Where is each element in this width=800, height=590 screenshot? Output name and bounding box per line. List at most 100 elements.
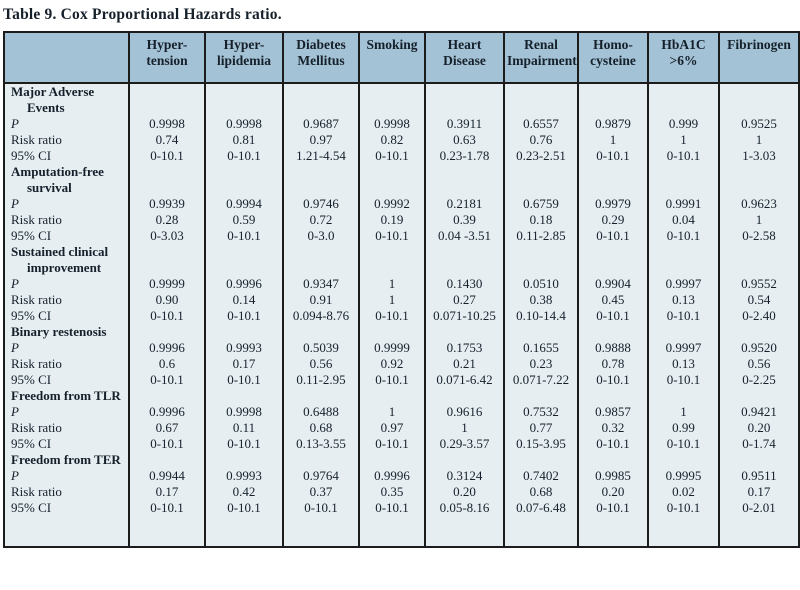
value-cell: 0-10.1 bbox=[358, 500, 426, 516]
group-heading-row: Amputation-free survival bbox=[3, 164, 800, 196]
empty-cell bbox=[647, 516, 720, 547]
value-cell: 0.6488 bbox=[282, 404, 360, 420]
value-cell: 0-10.1 bbox=[647, 436, 720, 452]
metric-risk-ratio-row: Risk ratio 0.28 0.59 0.72 0.19 0.39 0.18 0.29 0.… bbox=[3, 212, 800, 228]
metric-p-label: P bbox=[3, 196, 130, 212]
value-cell: 0-10.1 bbox=[128, 148, 206, 164]
value-cell: 0.27 bbox=[424, 292, 505, 308]
cox-hazards-table: Hyper- tension Hyper- lipidemia Diabetes M… bbox=[3, 31, 800, 548]
value-cell: 0-2.40 bbox=[718, 308, 800, 324]
value-cell: 0.23-2.51 bbox=[503, 148, 579, 164]
value-cell: 0-10.1 bbox=[358, 436, 426, 452]
value-cell: 0.59 bbox=[204, 212, 284, 228]
metric-risk-ratio-row: Risk ratio 0.6 0.17 0.56 0.92 0.21 0.23 0.78 0.1… bbox=[3, 356, 800, 372]
empty-cell bbox=[718, 452, 800, 468]
empty-cell bbox=[647, 452, 720, 468]
value-cell: 0-2.58 bbox=[718, 228, 800, 244]
value-cell: 0-2.01 bbox=[718, 500, 800, 516]
value-cell: 0.9347 bbox=[282, 276, 360, 292]
empty-cell bbox=[282, 388, 360, 404]
value-cell: 0.9904 bbox=[577, 276, 649, 292]
value-cell: 0.17 bbox=[128, 484, 206, 500]
document-page: Table 9. Cox Proportional Hazards ratio.… bbox=[3, 6, 800, 548]
value-cell: 0.9993 bbox=[204, 340, 284, 356]
empty-cell bbox=[647, 388, 720, 404]
metric-risk-ratio-row: Risk ratio 0.74 0.81 0.97 0.82 0.63 0.76 1 1 1 bbox=[3, 132, 800, 148]
value-cell: 0.15-3.95 bbox=[503, 436, 579, 452]
empty-cell bbox=[503, 244, 579, 276]
value-cell: 0.9996 bbox=[128, 340, 206, 356]
value-cell: 0-10.1 bbox=[358, 372, 426, 388]
value-cell: 0.9998 bbox=[358, 116, 426, 132]
value-cell: 0.071-10.25 bbox=[424, 308, 505, 324]
value-cell: 1 bbox=[647, 132, 720, 148]
empty-cell bbox=[282, 164, 360, 196]
value-cell: 0.9998 bbox=[128, 116, 206, 132]
empty-cell bbox=[503, 83, 579, 116]
column-header: Homo- cysteine bbox=[577, 31, 649, 84]
column-header: Hyper- tension bbox=[128, 31, 206, 84]
empty-cell bbox=[577, 83, 649, 116]
empty-cell bbox=[282, 452, 360, 468]
empty-cell bbox=[128, 516, 206, 547]
empty-cell bbox=[128, 388, 206, 404]
value-cell: 0.9888 bbox=[577, 340, 649, 356]
empty-cell bbox=[282, 83, 360, 116]
value-cell: 0.20 bbox=[424, 484, 505, 500]
empty-cell bbox=[128, 83, 206, 116]
empty-cell bbox=[577, 164, 649, 196]
metric-ci-row: 95% CI 0-10.1 0-10.1 0.11-2.95 0-10.1 0.071-6… bbox=[3, 372, 800, 388]
value-cell: 0.9999 bbox=[128, 276, 206, 292]
metric-risk-ratio-row: Risk ratio 0.17 0.42 0.37 0.35 0.20 0.68 0.20 0.… bbox=[3, 484, 800, 500]
value-cell: 0.82 bbox=[358, 132, 426, 148]
value-cell: 1.21-4.54 bbox=[282, 148, 360, 164]
value-cell: 0.9944 bbox=[128, 468, 206, 484]
value-cell: 0.9616 bbox=[424, 404, 505, 420]
value-cell: 0.17 bbox=[718, 484, 800, 500]
empty-cell bbox=[358, 388, 426, 404]
value-cell: 0.071-7.22 bbox=[503, 372, 579, 388]
empty-cell bbox=[424, 164, 505, 196]
metric-p-row: P 0.9939 0.9994 0.9746 0.9992 0.2181 0.6759 0.9… bbox=[3, 196, 800, 212]
metric-ci-row: 95% CI 0-10.1 0-10.1 0.13-3.55 0-10.1 0.29-3.… bbox=[3, 436, 800, 452]
value-cell: 0-10.1 bbox=[577, 148, 649, 164]
empty-cell bbox=[503, 516, 579, 547]
value-cell: 1 bbox=[424, 420, 505, 436]
value-cell: 0.17 bbox=[204, 356, 284, 372]
value-cell: 0.9991 bbox=[647, 196, 720, 212]
value-cell: 0.2181 bbox=[424, 196, 505, 212]
column-header: Diabetes Mellitus bbox=[282, 31, 360, 84]
value-cell: 0.23-1.78 bbox=[424, 148, 505, 164]
value-cell: 0.9623 bbox=[718, 196, 800, 212]
value-cell: 0.14 bbox=[204, 292, 284, 308]
value-cell: 0.11 bbox=[204, 420, 284, 436]
empty-cell bbox=[424, 244, 505, 276]
value-cell: 0.91 bbox=[282, 292, 360, 308]
value-cell: 0.18 bbox=[503, 212, 579, 228]
empty-cell bbox=[647, 83, 720, 116]
value-cell: 0.9996 bbox=[128, 404, 206, 420]
value-cell: 0.20 bbox=[718, 420, 800, 436]
value-cell: 0-10.1 bbox=[647, 148, 720, 164]
empty-cell bbox=[282, 244, 360, 276]
value-cell: 0.3124 bbox=[424, 468, 505, 484]
value-cell: 0-10.1 bbox=[128, 500, 206, 516]
value-cell: 0.9985 bbox=[577, 468, 649, 484]
value-cell: 1 bbox=[358, 404, 426, 420]
empty-cell bbox=[204, 324, 284, 340]
value-cell: 0.97 bbox=[282, 132, 360, 148]
value-cell: 0.28 bbox=[128, 212, 206, 228]
value-cell: 0-10.1 bbox=[577, 308, 649, 324]
value-cell: 0.9511 bbox=[718, 468, 800, 484]
metric-p-label: P bbox=[3, 340, 130, 356]
value-cell: 0.32 bbox=[577, 420, 649, 436]
column-header: Renal Impairment bbox=[503, 31, 579, 84]
value-cell: 0-10.1 bbox=[128, 436, 206, 452]
value-cell: 0.23 bbox=[503, 356, 579, 372]
value-cell: 0.10-14.4 bbox=[503, 308, 579, 324]
empty-cell bbox=[577, 324, 649, 340]
value-cell: 0.21 bbox=[424, 356, 505, 372]
empty-cell bbox=[282, 516, 360, 547]
value-cell: 0.77 bbox=[503, 420, 579, 436]
metric-risk-ratio-row: Risk ratio 0.67 0.11 0.68 0.97 1 0.77 0.32 0.99 0… bbox=[3, 420, 800, 436]
